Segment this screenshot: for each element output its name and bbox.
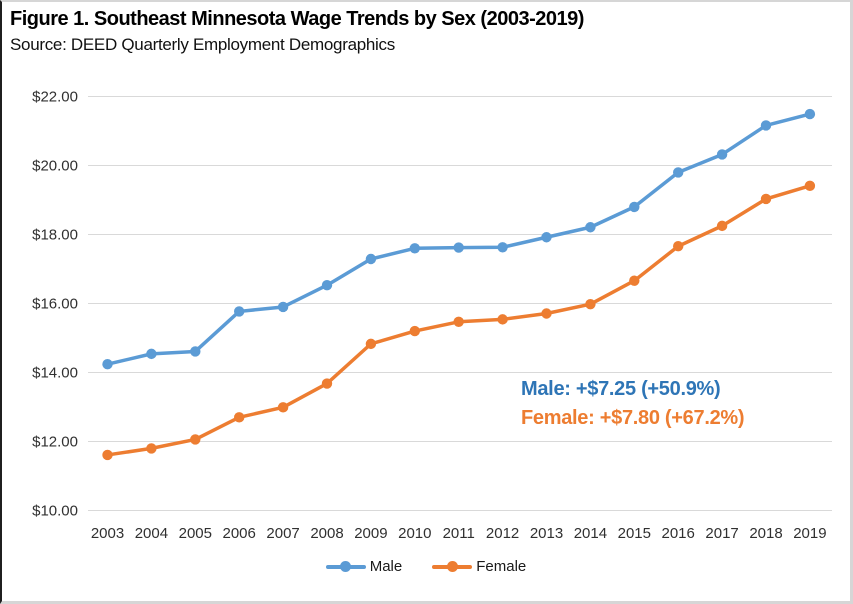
x-axis-tick-label: 2011	[443, 525, 475, 542]
growth-annotation: Male: +$7.25 (+50.9%) Female: +$7.80 (+6…	[521, 375, 745, 433]
legend-label: Female	[476, 558, 527, 575]
y-axis-tick-label: $14.00	[32, 365, 78, 382]
x-axis-tick-label: 2012	[486, 525, 519, 542]
male-growth-label: Male: +$7.25 (+50.9%)	[521, 378, 721, 400]
female-data-point	[321, 378, 333, 389]
legend-item-female: Female	[432, 558, 526, 575]
legend: Male Female	[2, 558, 850, 575]
y-axis-tick-label: $16.00	[32, 296, 78, 313]
male-data-point	[760, 120, 772, 131]
male-data-point	[673, 167, 684, 178]
female-data-point	[190, 434, 201, 445]
x-axis-tick-label: 2014	[574, 525, 607, 542]
chart-title: Figure 1. Southeast Minnesota Wage Trend…	[10, 8, 584, 30]
x-axis-tick-label: 2013	[530, 525, 563, 542]
female-data-point	[102, 449, 113, 461]
female-data-point	[497, 314, 508, 325]
x-axis-tick-label: 2003	[91, 525, 124, 542]
female-data-point	[409, 325, 420, 337]
female-data-point	[673, 241, 684, 252]
male-data-point	[102, 359, 113, 370]
female-data-point	[146, 443, 157, 454]
female-data-point	[760, 193, 772, 205]
male-data-point	[365, 253, 377, 265]
x-axis-tick-label: 2005	[179, 525, 212, 542]
x-axis-tick-label: 2010	[398, 525, 431, 542]
x-axis-tick-label: 2004	[135, 525, 168, 542]
x-axis-tick-label: 2006	[223, 525, 256, 542]
y-axis-tick-label: $22.00	[32, 89, 78, 106]
x-axis-tick-label: 2017	[705, 525, 738, 542]
y-axis-tick-label: $10.00	[32, 503, 78, 520]
x-axis-tick-label: 2015	[618, 525, 651, 542]
male-data-point	[716, 149, 728, 160]
male-data-point	[629, 201, 640, 213]
female-data-point	[453, 316, 464, 327]
female-data-point	[716, 220, 728, 232]
chart-source: Source: DEED Quarterly Employment Demogr…	[10, 35, 395, 54]
female-data-point	[277, 402, 289, 413]
male-data-point	[409, 243, 420, 254]
male-legend-marker-icon	[325, 561, 366, 573]
female-data-point	[585, 298, 596, 310]
male-data-point	[585, 222, 596, 233]
x-axis-tick-label: 2018	[749, 525, 782, 542]
x-axis-tick-label: 2007	[266, 525, 299, 542]
x-axis-tick-label: 2009	[354, 525, 387, 542]
x-axis-tick-label: 2016	[662, 525, 695, 542]
female-data-point	[629, 275, 640, 286]
female-data-point	[234, 412, 245, 423]
male-data-point	[321, 280, 333, 291]
male-data-point	[497, 242, 508, 253]
female-data-point	[541, 308, 552, 319]
y-axis-tick-label: $18.00	[32, 227, 78, 244]
legend-item-male: Male	[325, 558, 403, 575]
y-axis-tick-label: $20.00	[32, 158, 78, 175]
male-data-point	[804, 108, 816, 120]
male-data-point	[453, 242, 464, 253]
x-axis-tick-label: 2008	[310, 525, 343, 542]
female-data-point	[804, 180, 816, 192]
x-axis-tick-label: 2019	[793, 525, 826, 542]
female-legend-marker-icon	[432, 561, 473, 573]
female-data-point	[365, 338, 377, 350]
male-data-point	[234, 306, 245, 317]
y-axis-tick-label: $12.00	[32, 434, 78, 451]
male-data-point	[541, 232, 552, 243]
male-data-point	[146, 348, 157, 360]
male-data-point	[277, 301, 289, 313]
male-data-point	[190, 346, 201, 357]
female-growth-label: Female: +$7.80 (+67.2%)	[521, 407, 745, 429]
legend-label: Male	[369, 558, 403, 575]
